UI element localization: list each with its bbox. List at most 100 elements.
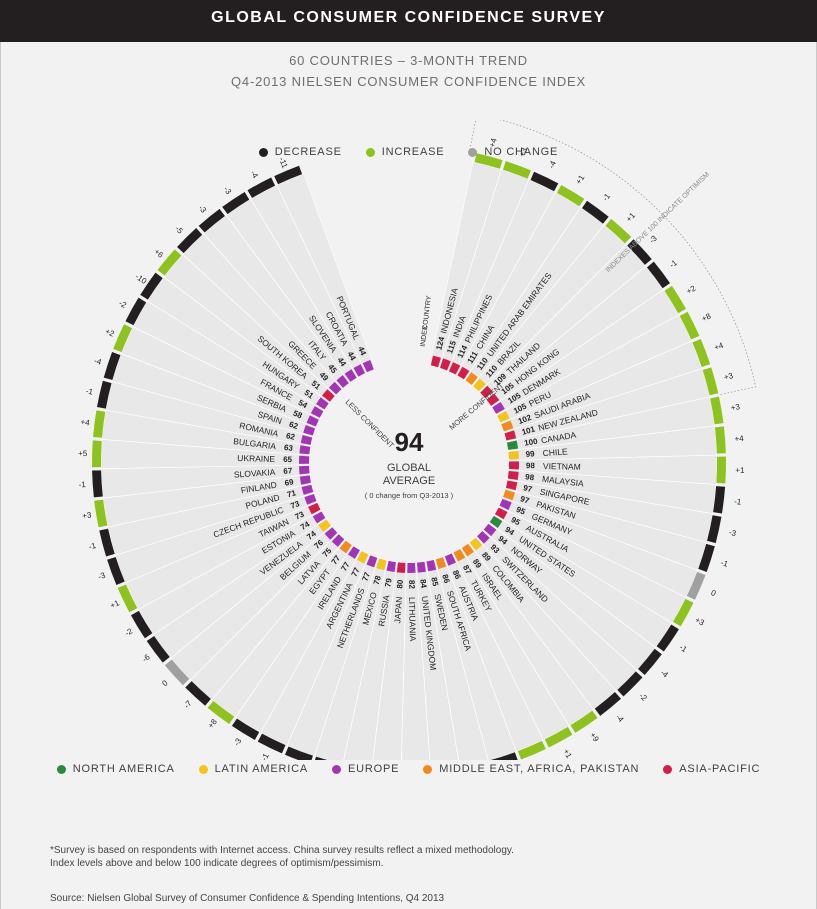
global-average-label: GLOBAL: [387, 462, 431, 474]
trend-change-label: -3: [97, 570, 107, 581]
trend-change-label: -4: [614, 713, 626, 725]
trend-segment: [164, 659, 190, 686]
index-value: 100: [524, 437, 539, 448]
region-marker: [492, 402, 505, 414]
region-marker: [312, 511, 326, 524]
region-marker: [461, 543, 474, 557]
region-marker: [505, 480, 518, 491]
trend-segment: [490, 752, 518, 760]
no-change-dot-icon: [468, 147, 478, 157]
region-marker: [324, 527, 338, 540]
region-marker: [298, 455, 310, 464]
trend-segment: [686, 571, 706, 600]
trend-change-label: -2: [637, 691, 649, 703]
region-marker: [386, 560, 396, 573]
footnote-line-1: *Survey is based on respondents with Int…: [50, 845, 514, 856]
trend-legend: DECREASE INCREASE NO CHANGE: [0, 146, 817, 158]
region-marker: [362, 360, 374, 373]
country-label: MALAYSIA: [541, 474, 584, 489]
trend-change-label: +1: [574, 173, 587, 186]
region-marker: [336, 375, 349, 388]
legend-increase: INCREASE: [365, 146, 445, 158]
index-value: 73: [294, 509, 306, 521]
trend-change-label: +2: [685, 283, 698, 296]
chart-background: [101, 161, 717, 760]
trend-segment: [92, 470, 103, 498]
europe-dot-icon: [331, 764, 341, 774]
trend-segment: [130, 610, 153, 639]
legend-middle-east: MIDDLE EAST, AFRICA, PAKISTAN: [423, 763, 639, 775]
trend-segment: [544, 726, 573, 748]
region-marker: [322, 389, 335, 402]
region-marker: [489, 515, 503, 528]
trend-segment: [702, 367, 719, 396]
region-marker: [316, 397, 329, 410]
trend-change-label: -1: [678, 643, 689, 655]
trend-segment: [646, 261, 671, 289]
region-marker: [430, 355, 441, 368]
index-value: 78: [372, 574, 383, 585]
trend-segment: [530, 171, 559, 192]
footnote-line-2: Index levels above and below 100 indicat…: [50, 858, 384, 869]
trend-segment: [698, 543, 715, 572]
subtitle-line-1: 60 COUNTRIES – 3-MONTH TREND: [289, 53, 528, 68]
optimism-bracket: [469, 120, 757, 395]
region-marker: [306, 415, 319, 427]
trend-change-label: -1: [85, 386, 94, 396]
trend-segment: [638, 648, 662, 675]
trend-change-label: -4: [659, 668, 671, 680]
trend-segment: [177, 228, 203, 254]
title-bar: GLOBAL CONSUMER CONFIDENCE SURVEY: [0, 0, 817, 42]
region-marker: [483, 523, 497, 537]
trend-segment: [556, 184, 585, 207]
trend-segment: [716, 456, 726, 484]
index-value: 77: [350, 566, 362, 578]
trend-segment: [656, 624, 679, 652]
trend-change-label: -1: [734, 497, 743, 507]
index-value: 62: [285, 431, 296, 442]
trend-change-label: -3: [728, 528, 737, 538]
region-marker: [357, 551, 369, 564]
page-title: GLOBAL CONSUMER CONFIDENCE SURVEY: [211, 9, 606, 26]
trend-change-label: +1: [109, 598, 122, 610]
region-marker: [497, 411, 510, 423]
index-value: 80: [395, 579, 405, 589]
region-marker: [304, 494, 317, 505]
trend-change-label: -6: [141, 652, 153, 664]
middle-east-dot-icon: [423, 764, 433, 774]
country-column-header: COUNTRY: [422, 295, 433, 330]
index-value: 58: [292, 409, 304, 421]
trend-segment: [474, 153, 503, 169]
trend-change-label: 0: [710, 588, 718, 598]
trend-change-label: -11: [277, 156, 290, 170]
index-value: 65: [283, 455, 293, 464]
region-marker: [300, 435, 313, 445]
region-marker: [339, 540, 352, 554]
region-marker: [506, 440, 519, 450]
trend-segment: [157, 249, 182, 276]
index-column-header: INDEX: [420, 325, 430, 347]
trend-change-label: +8: [206, 717, 219, 730]
trend-segment: [284, 746, 313, 760]
region-marker: [353, 364, 366, 377]
global-average-value: 94: [395, 427, 424, 457]
region-marker: [299, 465, 310, 475]
country-label: UKRAINE: [237, 453, 275, 464]
country-label: VIETNAM: [543, 461, 581, 472]
trend-segment: [710, 396, 724, 425]
optimism-label: INDEXES ABOVE 100 INDICATE OPTIMISM: [605, 171, 711, 274]
trend-segment: [692, 338, 711, 367]
region-marker: [435, 557, 447, 569]
legend-label: NORTH AMERICA: [72, 763, 175, 775]
trend-change-label: +1: [561, 747, 574, 760]
trend-segment: [92, 440, 102, 468]
legend-north-america: NORTH AMERICA: [56, 763, 175, 775]
region-marker: [310, 406, 324, 418]
north-america-dot-icon: [56, 764, 66, 774]
trend-change-label: -1: [88, 541, 98, 552]
trend-change-label: -3: [197, 203, 209, 215]
index-value: 98: [526, 461, 536, 470]
legend-label: ASIA-PACIFIC: [679, 763, 761, 775]
index-value: 85: [429, 576, 440, 587]
index-value: 86: [440, 573, 451, 585]
